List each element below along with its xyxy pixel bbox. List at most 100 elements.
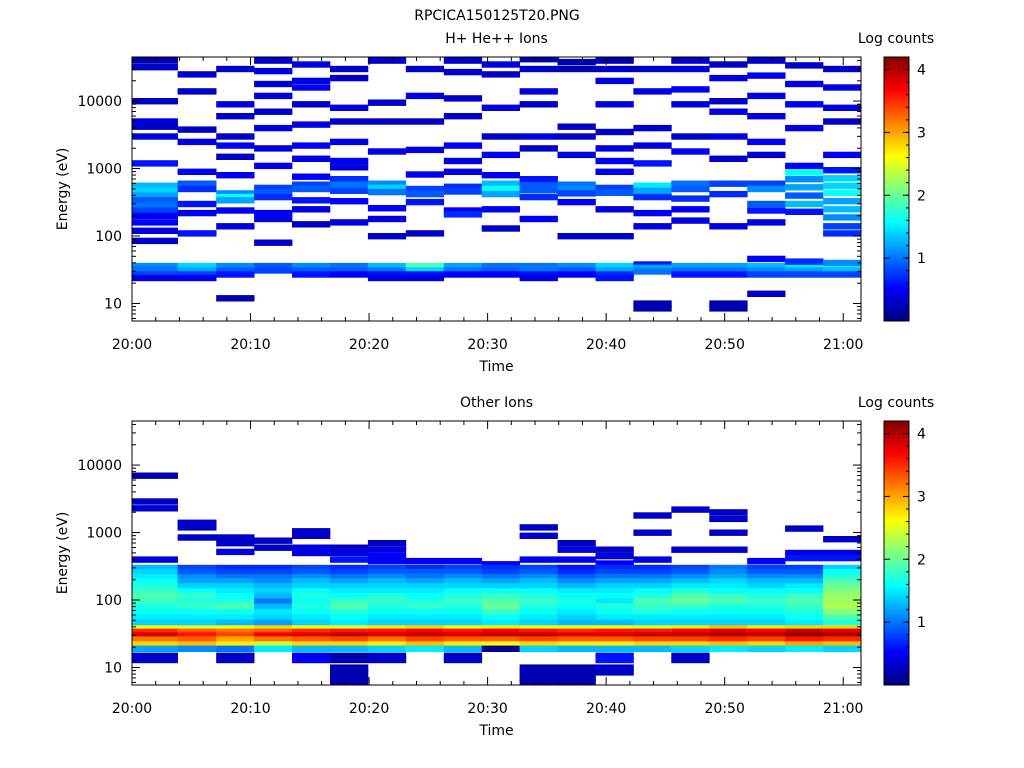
heatmap-cell	[823, 549, 862, 557]
heatmap-cell	[519, 524, 558, 531]
heatmap-cell	[633, 160, 672, 167]
heatmap-cell	[443, 95, 483, 102]
heatmap-cell	[177, 168, 217, 175]
heatmap-cell	[443, 564, 483, 572]
heatmap-cell	[216, 197, 255, 204]
heatmap-cell	[132, 583, 178, 590]
heatmap-cell	[671, 185, 710, 193]
heatmap-cell	[557, 578, 596, 585]
heatmap-cell	[481, 641, 520, 648]
heatmap-cell	[481, 583, 520, 590]
heatmap-cell	[292, 603, 331, 610]
x-axis-label: Time	[478, 723, 513, 739]
heatmap-cell	[823, 578, 862, 585]
heatmap-cell	[177, 598, 217, 605]
heatmap-cell	[633, 609, 672, 616]
colorbar-label: Log counts	[858, 395, 934, 411]
heatmap-cell	[785, 619, 824, 627]
heatmap-cell	[595, 656, 634, 664]
heatmap-cell	[595, 632, 634, 639]
heatmap-cell	[595, 614, 634, 621]
heatmap-cell	[595, 168, 634, 175]
heatmap-cell	[405, 632, 445, 639]
heatmap-cell	[330, 598, 369, 605]
heatmap-cell	[405, 564, 445, 572]
heatmap-cell	[823, 628, 862, 635]
heatmap-cell	[254, 564, 293, 572]
heatmap-cell	[823, 536, 862, 543]
heatmap-cell	[671, 614, 710, 621]
heatmap-cell	[633, 573, 672, 581]
heatmap-cell	[132, 614, 178, 621]
heatmap-cell	[595, 598, 634, 605]
heatmap-cell	[785, 169, 824, 176]
heatmap-cell	[595, 636, 634, 643]
heatmap-cell	[633, 187, 672, 194]
heatmap-cell	[557, 609, 596, 616]
heatmap-cell	[557, 598, 596, 605]
heatmap-cell	[633, 636, 672, 643]
heatmap-cell	[330, 578, 369, 585]
heatmap-cell	[633, 261, 672, 268]
heatmap-cell	[519, 603, 558, 610]
heatmap-cell	[367, 118, 407, 125]
heatmap-cell	[292, 262, 331, 270]
heatmap-cell	[216, 588, 255, 595]
heatmap-cell	[216, 295, 255, 302]
heatmap-cell	[747, 641, 786, 648]
heatmap-cells	[132, 57, 862, 312]
heatmap-cell	[254, 267, 293, 274]
heatmap-cell	[132, 182, 178, 189]
heatmap-cell	[367, 603, 407, 610]
heatmap-cell	[823, 175, 862, 182]
heatmap-cell	[519, 588, 558, 595]
heatmap-cell	[595, 274, 634, 282]
heatmap-cell	[132, 274, 178, 282]
heatmap-cell	[595, 609, 634, 616]
y-tick-label: 1000	[86, 526, 122, 542]
heatmap-cell	[367, 546, 407, 553]
heatmap-cell	[595, 625, 634, 632]
y-tick-label: 10000	[77, 94, 122, 110]
heatmap-cell	[254, 614, 293, 621]
heatmap-cell	[254, 609, 293, 616]
heatmap-cell	[823, 619, 862, 627]
colorbar: 1 2 3 4 Log counts	[858, 31, 934, 322]
heatmap-cell	[671, 101, 710, 108]
heatmap-cell	[443, 636, 483, 643]
heatmap-cell	[330, 678, 369, 685]
heatmap-cell	[132, 271, 178, 278]
heatmap-cell	[709, 569, 748, 576]
heatmap-cell	[709, 564, 748, 572]
heatmap-cell	[292, 573, 331, 581]
colorbar-tick-label: 1	[917, 251, 926, 267]
heatmap-cell	[132, 133, 178, 140]
heatmap-cell	[747, 583, 786, 590]
x-tick-label: 20:40	[586, 701, 626, 717]
heatmap-cell	[557, 123, 596, 130]
heatmap-cell	[595, 262, 634, 270]
heatmap-cell	[481, 628, 520, 635]
heatmap-cell	[254, 57, 293, 64]
heatmap-cell	[367, 57, 407, 64]
heatmap-cell	[216, 645, 255, 652]
heatmap-cell	[481, 61, 520, 68]
heatmap-cell	[405, 569, 445, 576]
heatmap-cell	[709, 61, 748, 68]
heatmap-cell	[405, 146, 445, 154]
heatmap-cell	[557, 133, 596, 140]
heatmap-cell	[367, 271, 407, 278]
heatmap-cell	[292, 77, 331, 85]
heatmap-cell	[216, 641, 255, 648]
heatmap-cell	[405, 557, 445, 565]
heatmap-cell	[519, 267, 558, 274]
heatmap-cell	[747, 92, 786, 100]
heatmap-cell	[633, 569, 672, 576]
heatmap-cell	[330, 138, 369, 146]
heatmap-cell	[132, 160, 178, 167]
y-axis: 10 100 1000 10000	[77, 59, 861, 319]
x-tick-label: 20:10	[230, 701, 270, 717]
heatmap-cell	[633, 512, 672, 519]
y-axis-label: Energy (eV)	[55, 512, 71, 595]
heatmap-cell	[709, 262, 748, 270]
